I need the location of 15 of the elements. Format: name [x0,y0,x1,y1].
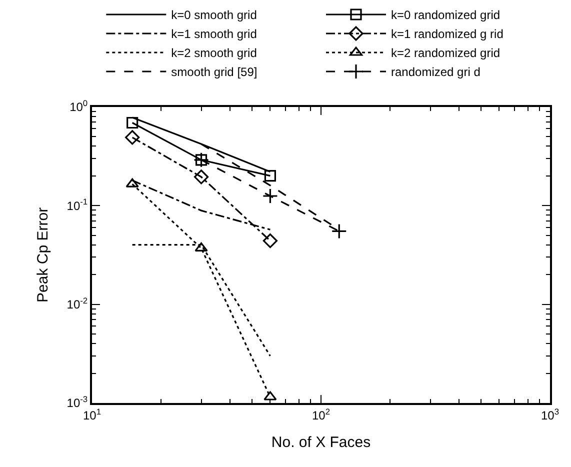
x-axis-title: No. of X Faces [271,434,371,451]
legend-label: k=1 randomized g rid [391,27,504,42]
legend-label: randomized gri d [391,65,480,80]
y-tick-label: 10$^{0}$ [70,98,88,114]
y-axis-title: Peak Cp Error [34,207,52,302]
legend-label: k=2 randomized grid [391,46,500,60]
legend-label: k=0 randomized grid [391,8,500,22]
x-tick-label: 10$^{3}$ [540,406,560,422]
x-tick-label: 10$^{2}$ [312,406,330,422]
legend-label: k=1 smooth grid [171,27,257,42]
legend-label: k=0 smooth grid [171,8,257,22]
legend-label: k=2 smooth grid [171,46,257,60]
legend-label: smooth grid [59] [171,65,258,80]
y-tick-label: 10$^{-1}$ [66,196,88,213]
y-tick-label: 10$^{-2}$ [66,295,88,312]
